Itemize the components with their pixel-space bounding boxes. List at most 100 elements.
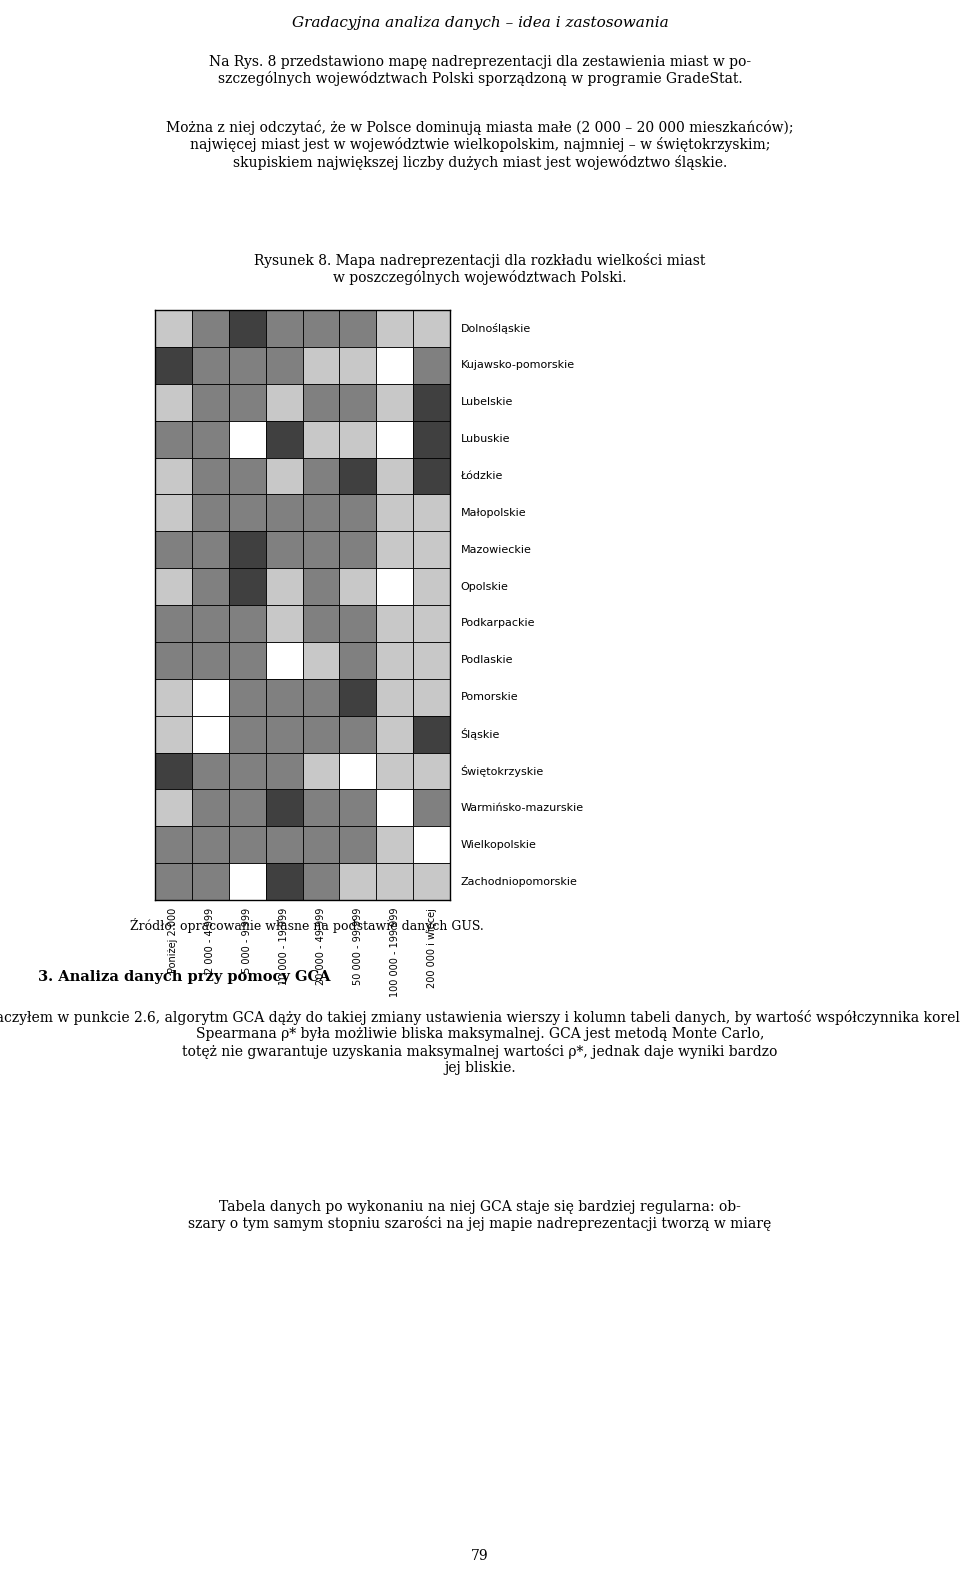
Bar <box>266 384 302 420</box>
Bar <box>192 643 228 679</box>
Bar <box>155 568 192 605</box>
Bar <box>155 864 192 900</box>
Bar <box>192 790 228 826</box>
Bar <box>302 384 340 420</box>
Bar <box>376 753 413 790</box>
Bar <box>340 605 376 643</box>
Bar <box>266 420 302 458</box>
Text: 79: 79 <box>471 1549 489 1563</box>
Bar <box>376 309 413 347</box>
Bar <box>413 753 450 790</box>
Bar <box>302 458 340 494</box>
Text: Rysunek 8. Mapa nadreprezentacji dla rozkładu wielkości miast: Rysunek 8. Mapa nadreprezentacji dla roz… <box>254 253 706 268</box>
Bar <box>228 643 266 679</box>
Bar <box>302 715 340 753</box>
Bar <box>266 494 302 531</box>
Bar <box>376 531 413 568</box>
Bar <box>192 458 228 494</box>
Bar <box>413 826 450 864</box>
Bar <box>340 347 376 384</box>
Bar <box>266 753 302 790</box>
Bar <box>376 494 413 531</box>
Bar <box>228 309 266 347</box>
Bar <box>228 826 266 864</box>
Bar <box>266 790 302 826</box>
Bar <box>228 458 266 494</box>
Bar <box>266 826 302 864</box>
Bar <box>413 384 450 420</box>
Bar <box>266 568 302 605</box>
Bar <box>340 679 376 715</box>
Bar <box>155 531 192 568</box>
Bar <box>228 679 266 715</box>
Text: Na Rys. 8 przedstawiono mapę nadreprezentacji dla zestawienia miast w po-
szczeg: Na Rys. 8 przedstawiono mapę nadreprezen… <box>209 55 751 87</box>
Bar <box>192 753 228 790</box>
Bar <box>228 753 266 790</box>
Bar <box>192 531 228 568</box>
Bar <box>155 347 192 384</box>
Bar <box>155 458 192 494</box>
Bar <box>192 309 228 347</box>
Bar <box>376 679 413 715</box>
Bar <box>266 715 302 753</box>
Bar <box>266 605 302 643</box>
Text: Tabela danych po wykonaniu na niej GCA staje się bardziej regularna: ob-
szary o: Tabela danych po wykonaniu na niej GCA s… <box>188 1200 772 1232</box>
Bar <box>413 458 450 494</box>
Bar <box>192 420 228 458</box>
Bar <box>413 715 450 753</box>
Bar <box>340 531 376 568</box>
Bar <box>155 384 192 420</box>
Bar <box>155 826 192 864</box>
Bar <box>376 643 413 679</box>
Bar <box>413 347 450 384</box>
Bar <box>302 679 340 715</box>
Bar <box>340 826 376 864</box>
Bar <box>302 864 340 900</box>
Bar <box>192 679 228 715</box>
Bar <box>228 715 266 753</box>
Bar <box>376 420 413 458</box>
Bar <box>340 643 376 679</box>
Bar <box>302 605 340 643</box>
Bar <box>228 384 266 420</box>
Bar <box>192 864 228 900</box>
Bar <box>302 790 340 826</box>
Bar <box>413 605 450 643</box>
Bar <box>302 309 340 347</box>
Bar <box>192 715 228 753</box>
Text: w poszczególnych województwach Polski.: w poszczególnych województwach Polski. <box>333 270 627 284</box>
Bar <box>340 384 376 420</box>
Bar <box>302 643 340 679</box>
Bar <box>155 605 192 643</box>
Bar <box>302 753 340 790</box>
Bar <box>376 715 413 753</box>
Text: Źródło: opracowanie własne na podstawie danych GUS.: Źródło: opracowanie własne na podstawie … <box>131 917 484 933</box>
Bar <box>340 753 376 790</box>
Bar <box>340 568 376 605</box>
Bar <box>376 605 413 643</box>
Bar <box>302 347 340 384</box>
Bar <box>340 864 376 900</box>
Bar <box>228 864 266 900</box>
Bar <box>340 715 376 753</box>
Bar <box>266 679 302 715</box>
Bar <box>302 826 340 864</box>
Bar <box>302 568 340 605</box>
Bar <box>376 347 413 384</box>
Bar <box>340 494 376 531</box>
Bar <box>302 494 340 531</box>
Bar <box>302 531 340 568</box>
Bar <box>266 347 302 384</box>
Bar <box>266 458 302 494</box>
Bar <box>376 384 413 420</box>
Bar <box>376 568 413 605</box>
Bar <box>192 826 228 864</box>
Bar <box>228 494 266 531</box>
Bar <box>340 458 376 494</box>
Bar <box>413 643 450 679</box>
Bar <box>228 420 266 458</box>
Bar <box>413 864 450 900</box>
Bar <box>376 826 413 864</box>
Bar <box>340 309 376 347</box>
Bar <box>155 494 192 531</box>
